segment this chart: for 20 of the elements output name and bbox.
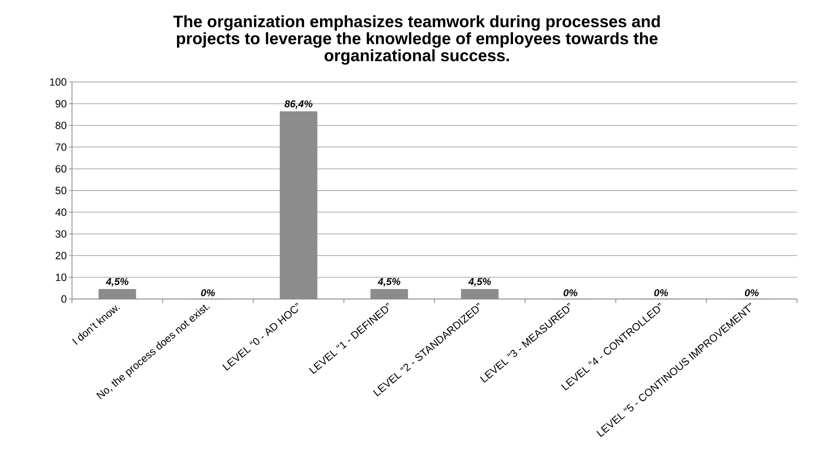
y-tick-label: 10 xyxy=(56,274,66,282)
data-label: 0% xyxy=(564,289,578,296)
chart-title: The organization emphasizes teamwork during processes and projects to leverage the knowledge of employees towards the organizational success. xyxy=(173,15,660,65)
y-tick-label: 40 xyxy=(55,208,66,216)
data-label: 0% xyxy=(654,289,668,296)
y-tick-label: 100 xyxy=(50,78,66,86)
data-label: 4,5% xyxy=(378,278,400,287)
data-label: 0% xyxy=(201,289,215,296)
y-tick-label: 30 xyxy=(56,230,66,238)
y-tick-label: 70 xyxy=(56,143,66,151)
y-tick-label: 60 xyxy=(56,165,66,173)
y-tick-label: 0 xyxy=(61,295,66,303)
data-label: 0% xyxy=(744,289,759,296)
y-tick-label: 20 xyxy=(56,252,66,260)
y-tick-label: 50 xyxy=(56,186,66,194)
data-label: 4,5% xyxy=(106,278,128,287)
y-tick-label: 90 xyxy=(56,100,66,108)
data-label: 4,5% xyxy=(468,278,491,287)
y-tick-label: 80 xyxy=(56,122,66,130)
data-label: 86,4% xyxy=(284,100,312,109)
